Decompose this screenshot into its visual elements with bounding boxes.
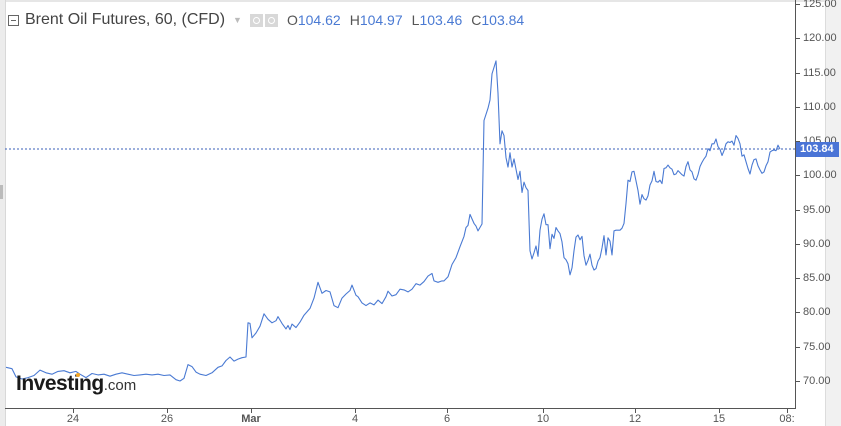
dropdown-caret-icon[interactable]: ▼ — [233, 15, 242, 25]
x-tick — [355, 409, 356, 413]
x-tick — [719, 409, 720, 413]
gear-icon[interactable] — [264, 13, 278, 27]
x-tick — [635, 409, 636, 413]
investing-logo: Investing.com — [16, 372, 137, 395]
x-axis[interactable] — [5, 408, 796, 409]
right-panel-strip — [825, 0, 841, 426]
x-tick-label: 26 — [160, 413, 174, 425]
y-tick-label: 110.00 — [803, 100, 836, 113]
y-axis[interactable] — [795, 0, 796, 408]
y-tick — [796, 72, 800, 74]
y-tick — [796, 243, 800, 245]
x-tick — [73, 409, 74, 413]
x-tick-label: 10 — [536, 413, 550, 425]
y-tick — [796, 346, 800, 348]
ohlc-open: O104.62 — [286, 12, 341, 28]
ohlc-low: L103.46 — [411, 12, 463, 28]
y-tick — [796, 381, 800, 383]
y-tick — [796, 175, 800, 177]
y-tick-label: 100.00 — [803, 169, 837, 182]
y-tick — [796, 278, 800, 280]
collapse-icon[interactable] — [8, 14, 19, 26]
x-tick — [251, 409, 252, 413]
price-line-series — [5, 60, 781, 382]
x-tick — [167, 409, 168, 413]
y-tick — [796, 209, 800, 211]
eye-icon[interactable] — [249, 13, 263, 27]
x-tick-label: 15 — [712, 413, 726, 425]
y-tick-label: 85.00 — [803, 272, 831, 285]
x-tick-label: 24 — [66, 413, 80, 425]
y-tick-label: 120.00 — [803, 32, 837, 45]
chart-left-border — [0, 0, 6, 426]
x-tick-label: 12 — [628, 413, 642, 425]
ohlc-close: C103.84 — [471, 12, 525, 28]
y-tick-label: 95.00 — [803, 203, 831, 216]
current-price-tag: 103.84 — [796, 142, 839, 157]
ohlc-values: O104.62 H104.97 L103.46 C103.84 — [287, 12, 524, 28]
y-tick-label: 80.00 — [803, 306, 831, 319]
logo-accent-dot — [76, 373, 80, 377]
x-tick-label: 6 — [443, 413, 451, 425]
y-tick — [796, 312, 800, 314]
y-tick — [796, 106, 800, 108]
x-tick — [787, 409, 788, 413]
chart-legend: Brent Oil Futures, 60, (CFD) ▼ O104.62 H… — [8, 10, 524, 30]
y-tick — [796, 38, 800, 40]
y-tick-label: 115.00 — [803, 66, 836, 79]
x-tick — [447, 409, 448, 413]
instrument-title[interactable]: Brent Oil Futures, 60, (CFD) — [25, 11, 226, 28]
x-tick-label: 08: — [779, 413, 795, 425]
x-tick-label: Mar — [241, 413, 261, 425]
y-tick-label: 90.00 — [803, 237, 831, 250]
y-tick-label: 125.00 — [803, 0, 837, 10]
y-tick — [796, 4, 800, 5]
x-tick — [543, 409, 544, 413]
y-tick-label: 70.00 — [803, 375, 831, 388]
ohlc-high: H104.97 — [349, 12, 403, 28]
y-tick-label: 75.00 — [803, 340, 831, 353]
side-panel-handle[interactable] — [0, 185, 3, 199]
chart-top-border — [0, 0, 841, 2]
y-tick — [796, 141, 800, 143]
x-tick-label: 4 — [351, 413, 359, 425]
